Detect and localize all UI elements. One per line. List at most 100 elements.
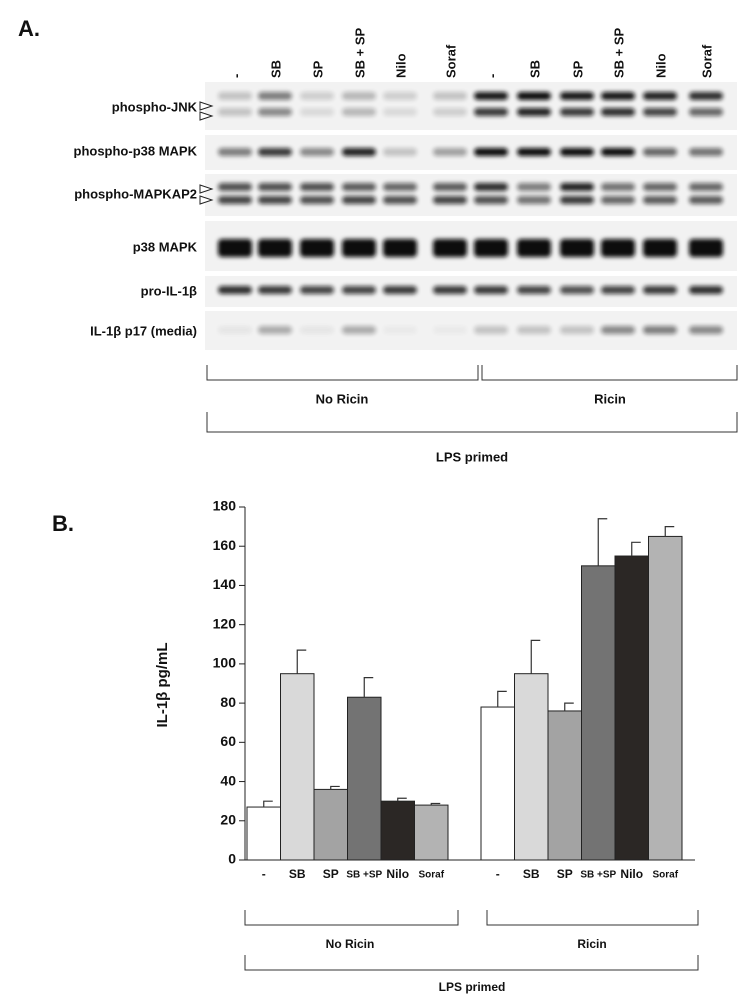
band xyxy=(643,286,677,294)
band xyxy=(258,183,292,191)
y-tick-label: 180 xyxy=(213,498,237,514)
bar xyxy=(246,806,281,861)
band xyxy=(517,148,551,156)
band xyxy=(689,148,723,156)
row-label: phospho-p38 MAPK xyxy=(74,143,198,158)
band xyxy=(601,108,635,116)
lane-label: - xyxy=(228,74,243,78)
band xyxy=(342,108,376,116)
lane-label: SB + SP xyxy=(611,27,626,78)
band xyxy=(383,239,417,257)
band xyxy=(383,108,417,116)
error-bar xyxy=(430,802,441,806)
band xyxy=(300,92,334,100)
bracket xyxy=(206,412,738,433)
x-tick-label: SB xyxy=(523,867,540,881)
bracket xyxy=(481,365,738,381)
row-label: pro-IL-1β xyxy=(141,283,197,298)
band xyxy=(342,92,376,100)
error-bar xyxy=(664,526,675,537)
band xyxy=(300,108,334,116)
band xyxy=(474,183,508,191)
band xyxy=(258,239,292,257)
band xyxy=(601,239,635,257)
band xyxy=(517,92,551,100)
band xyxy=(601,196,635,204)
band xyxy=(689,239,723,257)
x-tick-label: SB +SP xyxy=(346,870,382,881)
y-tick-label: 80 xyxy=(220,694,236,710)
y-tick-label: 100 xyxy=(213,655,237,671)
band xyxy=(258,326,292,334)
band xyxy=(383,326,417,334)
band xyxy=(218,148,252,156)
x-tick-label: - xyxy=(262,867,266,881)
band xyxy=(433,196,467,204)
band xyxy=(601,286,635,294)
error-bar xyxy=(497,690,507,708)
error-bar xyxy=(397,797,407,802)
band xyxy=(258,286,292,294)
row-label: phospho-JNK xyxy=(112,99,198,114)
band xyxy=(560,239,594,257)
lane-label: Nilo xyxy=(653,53,668,78)
band xyxy=(433,148,467,156)
group-label: LPS primed xyxy=(439,980,506,994)
band xyxy=(474,92,508,100)
band xyxy=(560,196,594,204)
x-tick-label: Nilo xyxy=(620,867,643,881)
band xyxy=(474,326,508,334)
band xyxy=(517,183,551,191)
bar xyxy=(547,710,582,861)
x-tick-label: SB xyxy=(289,867,306,881)
band xyxy=(474,239,508,257)
bar xyxy=(480,706,515,861)
band xyxy=(643,326,677,334)
band xyxy=(433,326,467,334)
error-bar xyxy=(564,702,574,711)
band xyxy=(258,148,292,156)
x-tick-label: SB +SP xyxy=(580,870,616,881)
band xyxy=(300,196,334,204)
band xyxy=(433,239,467,257)
y-tick-label: 0 xyxy=(228,851,236,867)
bar xyxy=(313,788,348,861)
error-bar xyxy=(597,518,608,566)
error-bar xyxy=(296,649,307,674)
y-axis-label: IL-1β pg/mL xyxy=(154,643,171,728)
bar xyxy=(414,804,449,861)
lane-label: Soraf xyxy=(443,44,458,78)
band xyxy=(383,148,417,156)
band xyxy=(643,92,677,100)
error-bar xyxy=(263,800,273,808)
band xyxy=(342,326,376,334)
group-label: LPS primed xyxy=(436,449,508,464)
bar xyxy=(280,673,315,861)
bracket xyxy=(206,365,479,381)
y-tick-label: 20 xyxy=(220,811,236,827)
lane-label: SB + SP xyxy=(352,27,367,78)
panel-label: B. xyxy=(52,511,74,536)
band xyxy=(218,326,252,334)
x-tick-label: Nilo xyxy=(386,867,409,881)
band xyxy=(433,286,467,294)
bar xyxy=(347,696,382,861)
band xyxy=(383,183,417,191)
lane-label: Nilo xyxy=(393,53,408,78)
group-label: No Ricin xyxy=(326,937,375,951)
band xyxy=(342,239,376,257)
y-tick-label: 40 xyxy=(220,772,236,788)
y-tick-label: 120 xyxy=(213,615,237,631)
row-label: phospho-MAPKAP2 xyxy=(74,186,197,201)
band xyxy=(643,148,677,156)
band xyxy=(433,108,467,116)
band xyxy=(342,183,376,191)
lane-label: SP xyxy=(310,60,325,78)
bar xyxy=(614,555,649,861)
band xyxy=(517,108,551,116)
band xyxy=(517,326,551,334)
error-bar xyxy=(631,541,641,557)
band xyxy=(300,286,334,294)
band xyxy=(560,286,594,294)
x-tick-label: Soraf xyxy=(418,870,444,881)
